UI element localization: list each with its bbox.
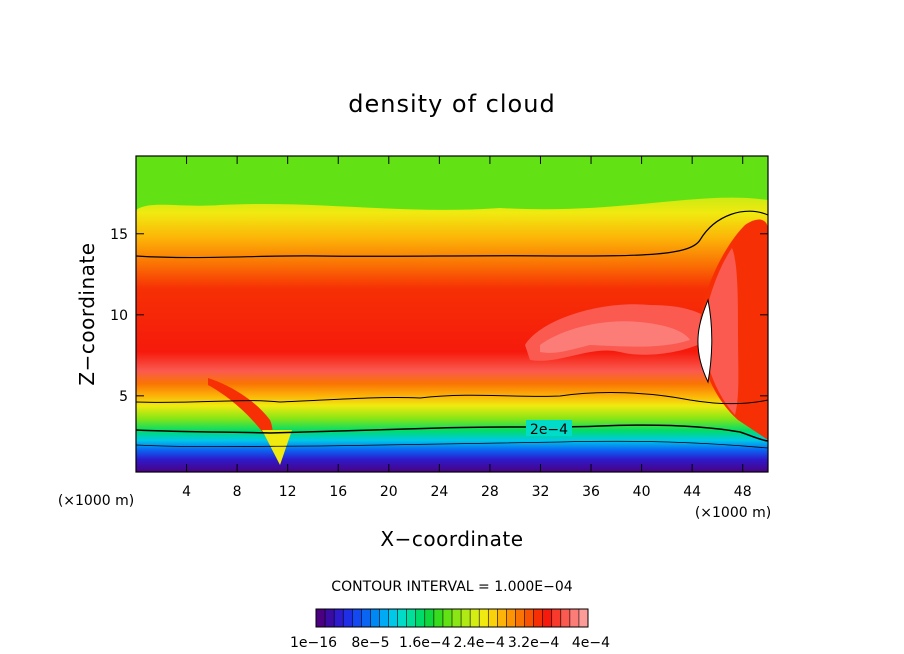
contour-interval-text: CONTOUR INTERVAL = 1.000E−04 <box>331 579 572 595</box>
colorbar-swatch <box>415 609 426 627</box>
x-tick-label: 40 <box>633 484 651 500</box>
x-axis: 4 8 12 16 20 24 28 32 36 40 44 48 <box>182 156 752 500</box>
colorbar-swatch <box>452 609 462 627</box>
colorbar-swatch <box>497 609 507 627</box>
colorbar-label: 1.6e−4 <box>399 635 451 651</box>
contour-line-lower <box>136 440 768 449</box>
x-axis-title: X−coordinate <box>380 527 523 551</box>
colorbar-label: 4e−4 <box>572 635 610 651</box>
contour-line-middle <box>136 392 768 405</box>
dip-left <box>262 430 292 465</box>
x-tick-label: 36 <box>582 484 600 500</box>
plot-frame <box>135 155 769 473</box>
x-unit-right: (×1000 m) <box>695 505 771 521</box>
colorbar-swatch <box>352 609 362 627</box>
colorbar-frame <box>315 608 589 628</box>
colorbar-swatch <box>551 609 562 627</box>
colorbar-swatch <box>370 609 380 627</box>
colorbar-swatch <box>388 609 398 627</box>
colorbar-swatch <box>461 609 471 627</box>
x-tick-label: 4 <box>182 484 191 500</box>
y-tick-label: 5 <box>119 389 128 405</box>
colorbar-swatch <box>560 609 571 627</box>
y-tick-label: 15 <box>110 227 128 243</box>
x-tick-label: 32 <box>532 484 550 500</box>
contour-line-upper <box>136 210 768 259</box>
colorbar-swatch <box>569 609 580 627</box>
plume-right-void <box>697 298 713 384</box>
colorbar-swatch <box>442 609 453 627</box>
chart-title: density of cloud <box>348 90 555 118</box>
y-axis-title: Z−coordinate <box>75 242 99 385</box>
x-tick-label: 24 <box>430 484 448 500</box>
colorbar-swatch <box>433 609 444 627</box>
colorbar-swatch <box>506 609 516 627</box>
colorbar-swatch <box>361 609 371 627</box>
contour-label-group: 2e−4 <box>526 420 572 438</box>
contour-label: 2e−4 <box>530 422 568 438</box>
colorbar-swatch <box>533 609 543 627</box>
plot-area: 2e−4 <box>136 156 768 472</box>
colorbar-labels: 1e−16 8e−5 1.6e−4 2.4e−4 3.2e−4 4e−4 <box>290 635 610 651</box>
colorbar-swatch <box>397 609 407 627</box>
x-tick-label: 20 <box>380 484 398 500</box>
colorbar-label: 8e−5 <box>351 635 389 651</box>
colorbar-label: 1e−16 <box>290 635 337 651</box>
x-tick-label: 8 <box>233 484 242 500</box>
colorbar <box>315 608 589 628</box>
colorbar-label: 3.2e−4 <box>508 635 560 651</box>
colorbar-swatch <box>334 609 344 627</box>
colorbar-swatch <box>542 609 553 627</box>
x-tick-label: 16 <box>329 484 347 500</box>
highest-density-core <box>540 321 690 353</box>
colorbar-swatch <box>343 609 353 627</box>
colorbar-swatch <box>479 609 489 627</box>
contour-line-2e-4 <box>136 424 768 442</box>
colorbar-swatch <box>470 609 480 627</box>
y-tick-label: 10 <box>110 308 128 324</box>
colorbar-swatch <box>424 609 435 627</box>
colorbar-swatch <box>515 609 525 627</box>
x-tick-label: 44 <box>683 484 701 500</box>
x-tick-label: 28 <box>481 484 499 500</box>
colorbar-swatch <box>524 609 534 627</box>
x-tick-label: 48 <box>734 484 752 500</box>
y-axis: 5 10 15 <box>110 227 768 405</box>
colorbar-swatch <box>578 609 589 627</box>
plume-left <box>208 378 273 441</box>
x-tick-label: 12 <box>279 484 297 500</box>
x-unit-left: (×1000 m) <box>58 493 134 509</box>
plume-right-inner <box>703 248 739 415</box>
colorbar-label: 2.4e−4 <box>453 635 505 651</box>
upper-green-region <box>136 156 768 210</box>
colorbar-swatch <box>325 609 335 627</box>
colorbar-swatch <box>316 609 326 627</box>
colorbar-swatch <box>488 609 498 627</box>
colorbar-swatch <box>379 609 389 627</box>
colorbar-swatch <box>406 609 417 627</box>
